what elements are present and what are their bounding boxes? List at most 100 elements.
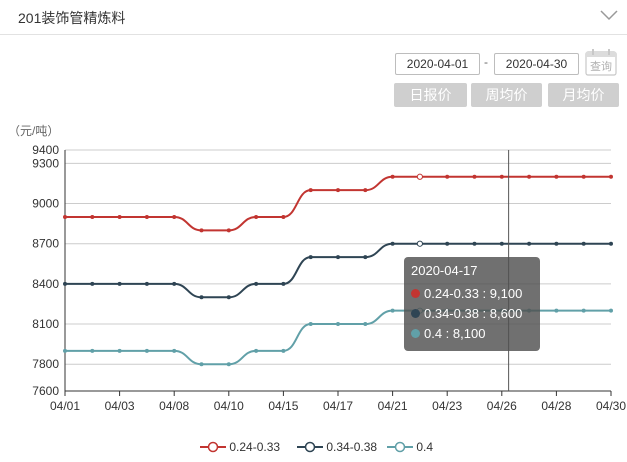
y-tick-label: 9300 [32, 156, 59, 170]
legend-item-0[interactable]: 0.24-0.33 [200, 438, 280, 456]
chevron-down-icon[interactable] [599, 7, 619, 23]
weekly-avg-button[interactable]: 周均价 [471, 83, 542, 107]
data-point[interactable] [199, 362, 204, 367]
data-point[interactable] [472, 174, 477, 179]
data-point[interactable] [308, 322, 313, 327]
x-tick-label: 04/10 [214, 399, 244, 413]
x-tick-label: 04/01 [50, 399, 80, 413]
series-dot-icon [411, 309, 420, 319]
data-point[interactable] [90, 348, 95, 353]
data-point[interactable] [609, 174, 613, 179]
data-point[interactable] [554, 174, 559, 179]
query-label: 查询 [590, 59, 612, 73]
y-tick-label: 7800 [32, 357, 59, 371]
data-point[interactable] [499, 241, 504, 246]
header-bar: 201装饰管精炼料 [0, 0, 627, 35]
data-point[interactable] [254, 214, 259, 219]
data-point[interactable] [554, 241, 559, 246]
data-point[interactable] [172, 281, 177, 286]
data-point[interactable] [445, 241, 450, 246]
legend-label: 0.24-0.33 [229, 440, 281, 454]
data-point[interactable] [90, 281, 95, 286]
x-tick-label: 04/28 [541, 399, 571, 413]
x-tick-label: 04/17 [323, 399, 353, 413]
data-point[interactable] [336, 255, 340, 260]
data-point[interactable] [554, 308, 559, 313]
x-tick-label: 04/08 [159, 399, 189, 413]
data-point[interactable] [90, 214, 95, 219]
data-point[interactable] [281, 281, 286, 286]
data-point[interactable] [281, 214, 286, 219]
data-point[interactable] [445, 174, 450, 179]
start-date-input[interactable]: 2020-04-01 [395, 53, 480, 75]
data-point[interactable] [363, 188, 368, 193]
data-point[interactable] [117, 281, 122, 286]
data-point[interactable] [363, 255, 368, 260]
monthly-avg-button[interactable]: 月均价 [548, 83, 619, 107]
data-point[interactable] [144, 348, 149, 353]
data-point[interactable] [336, 188, 340, 193]
y-tick-label: 9000 [32, 197, 59, 211]
y-tick-label: 9400 [32, 143, 59, 157]
data-point[interactable] [199, 295, 204, 300]
data-point[interactable] [390, 174, 395, 179]
date-separator: - [484, 55, 488, 69]
data-point[interactable] [254, 281, 259, 286]
data-point[interactable] [581, 241, 586, 246]
daily-price-button[interactable]: 日报价 [394, 83, 467, 107]
y-tick-label: 8100 [32, 317, 59, 331]
data-point[interactable] [472, 241, 477, 246]
data-point[interactable] [254, 348, 259, 353]
data-point[interactable] [416, 240, 423, 247]
data-point[interactable] [144, 281, 149, 286]
end-date-input[interactable]: 2020-04-30 [494, 53, 579, 75]
x-tick-label: 04/21 [378, 399, 408, 413]
chart-tooltip: 2020-04-17 0.24-0.33 : 9,100 0.34-0.38 :… [404, 257, 540, 351]
chart-legend: 0.24-0.33 0.34-0.38 0.4 [0, 438, 627, 456]
data-point[interactable] [308, 255, 313, 260]
data-point[interactable] [336, 322, 340, 327]
data-point[interactable] [226, 228, 231, 233]
data-point[interactable] [308, 188, 313, 193]
legend-line-icon [200, 441, 226, 453]
data-point[interactable] [527, 241, 532, 246]
y-axis-unit: （元/吨） [8, 124, 60, 138]
x-tick-label: 04/03 [105, 399, 135, 413]
data-point[interactable] [63, 348, 67, 353]
data-point[interactable] [172, 348, 177, 353]
data-point[interactable] [390, 308, 395, 313]
tooltip-row: 0.4 : 8,100 [411, 325, 485, 343]
legend-label: 0.34-0.38 [326, 440, 378, 454]
data-point[interactable] [609, 241, 613, 246]
x-tick-label: 04/15 [268, 399, 298, 413]
legend-item-1[interactable]: 0.34-0.38 [297, 438, 377, 456]
x-tick-label: 04/23 [432, 399, 462, 413]
data-point[interactable] [226, 362, 231, 367]
data-point[interactable] [581, 174, 586, 179]
data-point[interactable] [527, 174, 532, 179]
legend-line-icon [297, 441, 323, 453]
legend-label: 0.4 [416, 440, 434, 454]
y-tick-label: 7600 [32, 384, 59, 398]
data-point[interactable] [199, 228, 204, 233]
data-point[interactable] [416, 173, 423, 180]
legend-item-2[interactable]: 0.4 [387, 438, 433, 456]
data-point[interactable] [144, 214, 149, 219]
data-point[interactable] [499, 174, 504, 179]
page-title: 201装饰管精炼料 [18, 10, 126, 26]
data-point[interactable] [63, 281, 67, 286]
data-point[interactable] [117, 348, 122, 353]
data-point[interactable] [226, 295, 231, 300]
data-point[interactable] [172, 214, 177, 219]
data-point[interactable] [117, 214, 122, 219]
series-dot-icon [411, 329, 420, 339]
data-point[interactable] [390, 241, 395, 246]
y-tick-label: 8400 [32, 277, 59, 291]
query-calendar-icon[interactable]: 查询 [585, 48, 617, 76]
data-point[interactable] [609, 308, 613, 313]
data-point[interactable] [281, 348, 286, 353]
data-point[interactable] [363, 322, 368, 327]
data-point[interactable] [63, 214, 67, 219]
data-point[interactable] [581, 308, 586, 313]
